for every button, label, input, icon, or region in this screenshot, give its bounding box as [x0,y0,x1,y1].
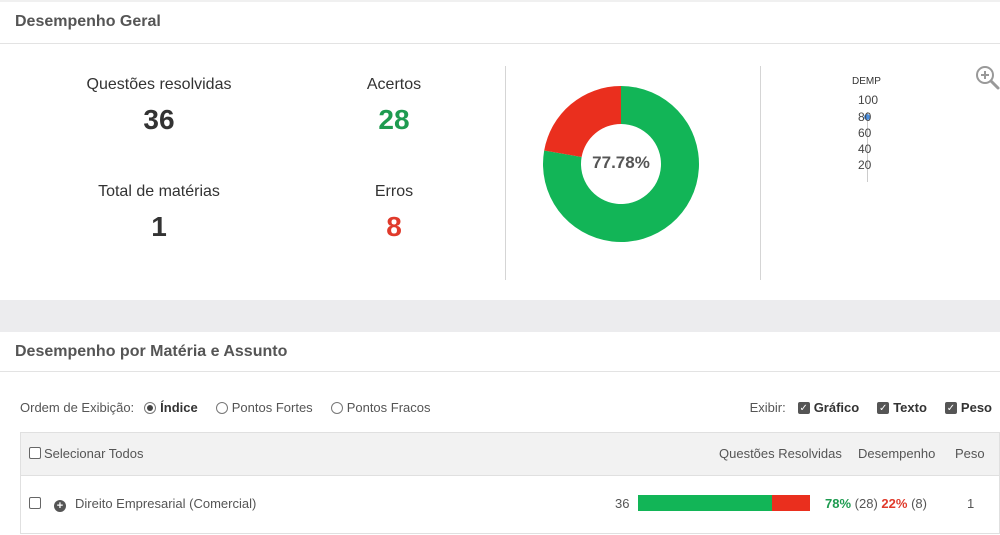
table-header: Selecionar Todos Questões Resolvidas Des… [20,432,1000,476]
performance-gauge: DEMP 100 80 60 40 20 [852,76,881,182]
gauge-tick: 60 [858,126,872,140]
donut-correct-segment [543,86,699,242]
show-options: Exibir: ✓ Gráfico ✓ Texto ✓ Peso [750,400,992,415]
select-all[interactable]: Selecionar Todos [29,446,144,461]
row-checkbox[interactable] [29,496,44,511]
show-option-label: Peso [960,400,992,415]
plus-circle-icon[interactable]: + [54,500,66,512]
col-weight-header: Peso [955,446,985,461]
correct-percent: 78% [825,496,852,511]
questions-stat: Questões resolvidas 36 [59,76,259,136]
subjects-label: Total de matérias [98,183,220,200]
divider [505,66,506,280]
detail-header: Desempenho por Matéria e Assunto [0,332,1000,372]
radio-selected-icon[interactable] [144,401,157,414]
overview-panel: Desempenho Geral Questões resolvidas 36 … [0,0,1000,280]
gauge-tick: 40 [858,142,872,156]
subjects-table: Selecionar Todos Questões Resolvidas Des… [20,432,1000,535]
gauge-tick: 20 [858,158,872,172]
overview-title: Desempenho Geral [15,13,161,30]
zoom-in-icon[interactable] [975,65,1000,91]
order-option-label: Pontos Fortes [231,400,313,415]
correct-stat: Acertos 28 [294,76,494,136]
gauge-tick: 100 [858,93,879,107]
order-option-index[interactable]: Índice [144,400,198,415]
checkbox-icon[interactable] [29,497,41,509]
order-options: Ordem de Exibição: Índice Pontos Fortes … [20,400,431,415]
questions-label: Questões resolvidas [86,76,232,93]
expand-button[interactable]: + [54,496,66,512]
errors-label: Erros [374,183,414,200]
col-questions-header: Questões Resolvidas [719,446,842,461]
donut-center-label: 77.78% [592,153,650,172]
show-option-label: Texto [893,400,927,415]
correct-label: Acertos [366,76,422,93]
row-questions: 36 [615,496,630,511]
col-performance-header: Desempenho [858,446,936,461]
donut-error-segment [544,86,621,158]
checkbox-checked-icon[interactable]: ✓ [877,401,890,414]
radio-icon[interactable] [330,401,343,414]
section-gap [0,300,1000,332]
subjects-value: 1 [151,211,167,242]
gauge-marker [864,114,870,120]
subjects-stat: Total de matérias 1 [59,183,259,243]
show-option-label: Gráfico [813,400,860,415]
divider [760,66,761,280]
overview-header: Desempenho Geral [0,2,1000,44]
performance-bar [638,495,810,511]
order-option-strong[interactable]: Pontos Fortes [215,400,313,415]
questions-value: 36 [143,104,175,135]
order-label: Ordem de Exibição: [20,400,135,415]
correct-count: (28) [854,496,878,511]
checkbox-icon[interactable] [29,447,41,459]
order-option-label: Índice [160,400,198,415]
errors-stat: Erros 8 [294,183,494,243]
show-text-checkbox[interactable]: ✓ Texto [877,400,927,415]
detail-title: Desempenho por Matéria e Assunto [15,343,288,360]
gauge-tick: 80 [858,110,872,124]
radio-icon[interactable] [215,401,228,414]
checkbox-checked-icon[interactable]: ✓ [797,401,810,414]
error-count: (8) [911,496,927,511]
show-chart-checkbox[interactable]: ✓ Gráfico [797,400,860,415]
select-all-label: Selecionar Todos [44,446,144,461]
gauge-axis [867,112,868,182]
table-row[interactable]: + Direito Empresarial (Comercial) 36 78%… [20,476,1000,534]
checkbox-checked-icon[interactable]: ✓ [944,401,957,414]
order-option-weak[interactable]: Pontos Fracos [330,400,431,415]
show-label: Exibir: [749,400,786,415]
performance-bar-error [772,495,810,511]
gauge-title: DEMP [852,76,881,87]
row-weight: 1 [967,496,975,511]
order-option-label: Pontos Fracos [346,400,431,415]
subject-name: Direito Empresarial (Comercial) [75,496,257,511]
row-performance: 78% (28) 22% (8) [825,496,927,511]
correct-value: 28 [378,104,410,135]
show-weight-checkbox[interactable]: ✓ Peso [944,400,992,415]
performance-bar-correct [638,495,772,511]
error-percent: 22% [881,496,908,511]
errors-value: 8 [386,211,402,242]
detail-panel: Desempenho por Matéria e Assunto Ordem d… [0,332,1000,535]
performance-donut-chart: 77.78% [543,86,699,242]
